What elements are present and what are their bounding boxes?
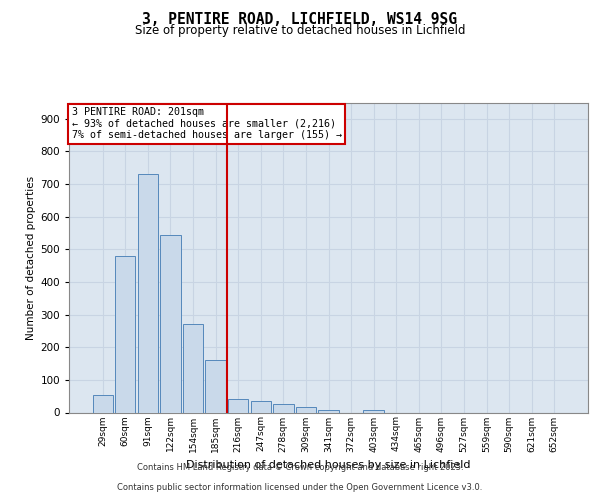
Bar: [364, 410, 384, 412]
Y-axis label: Number of detached properties: Number of detached properties: [26, 176, 36, 340]
Bar: [273, 404, 293, 412]
Bar: [228, 400, 248, 412]
Text: 3, PENTIRE ROAD, LICHFIELD, WS14 9SG: 3, PENTIRE ROAD, LICHFIELD, WS14 9SG: [143, 12, 458, 28]
Bar: [183, 324, 203, 412]
Text: Contains HM Land Registry data © Crown copyright and database right 2025.: Contains HM Land Registry data © Crown c…: [137, 464, 463, 472]
Bar: [251, 401, 271, 412]
Bar: [296, 406, 316, 412]
Bar: [319, 410, 338, 412]
Bar: [92, 394, 113, 412]
Bar: [138, 174, 158, 412]
X-axis label: Distribution of detached houses by size in Lichfield: Distribution of detached houses by size …: [186, 460, 471, 470]
Text: 3 PENTIRE ROAD: 201sqm
← 93% of detached houses are smaller (2,216)
7% of semi-d: 3 PENTIRE ROAD: 201sqm ← 93% of detached…: [71, 107, 341, 140]
Bar: [115, 256, 136, 412]
Bar: [160, 234, 181, 412]
Bar: [205, 360, 226, 412]
Text: Contains public sector information licensed under the Open Government Licence v3: Contains public sector information licen…: [118, 484, 482, 492]
Text: Size of property relative to detached houses in Lichfield: Size of property relative to detached ho…: [135, 24, 465, 37]
